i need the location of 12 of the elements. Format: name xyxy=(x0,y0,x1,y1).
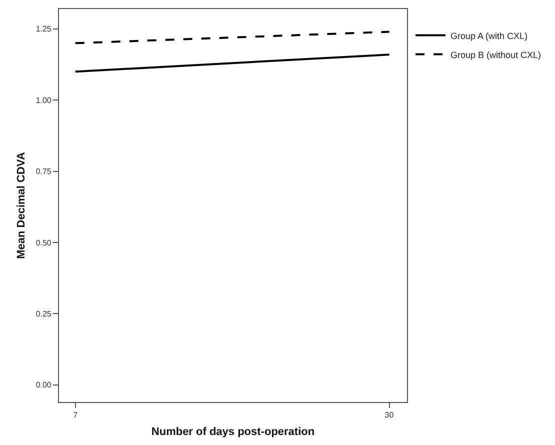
y-tick-label: 0.25 xyxy=(36,310,52,319)
x-tick-label: 7 xyxy=(73,410,78,420)
y-tick-label: 0.00 xyxy=(36,380,52,390)
y-tick-label: 0.50 xyxy=(36,238,52,248)
y-tick-label: 1.00 xyxy=(36,96,52,105)
x-axis-title: Number of days post-operation xyxy=(151,426,315,438)
y-tick-label: 1.25 xyxy=(36,24,52,34)
legend-label: Group B (without CXL) xyxy=(450,50,542,60)
legend-label: Group A (with CXL) xyxy=(450,30,528,41)
y-axis-title: Mean Decimal CDVA xyxy=(15,152,28,259)
y-tick-label: 0.75 xyxy=(36,167,52,176)
x-tick-label: 30 xyxy=(384,410,394,420)
